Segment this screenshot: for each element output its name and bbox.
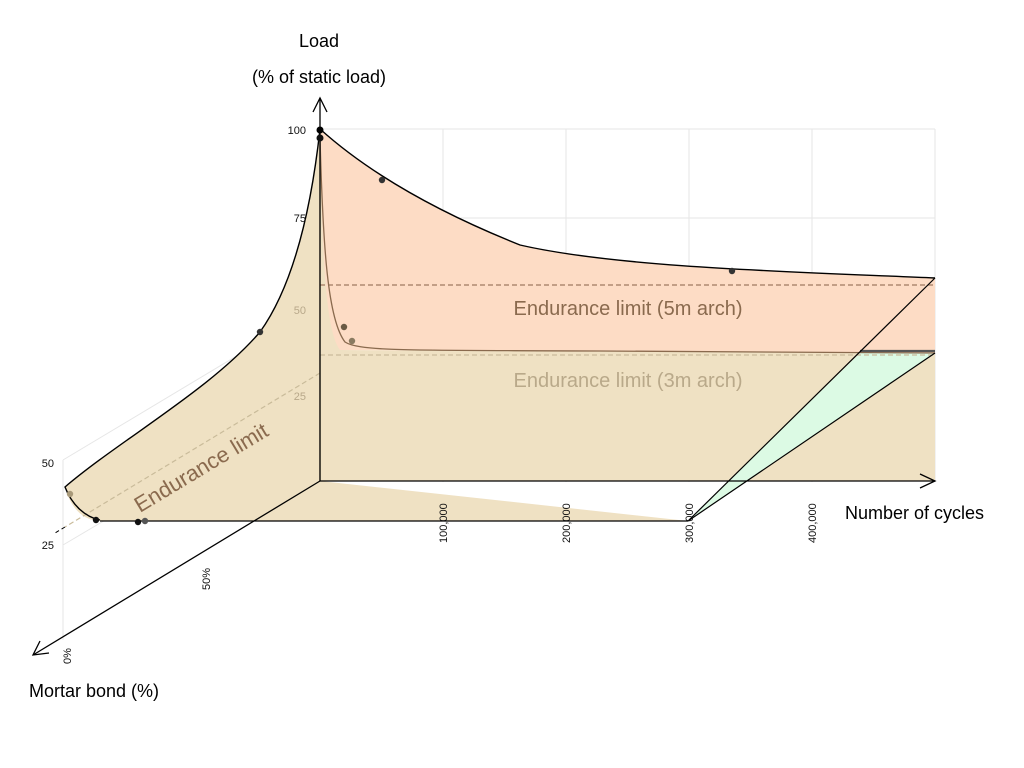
mortar-tick-label: 50%: [201, 568, 213, 590]
data-point: [340, 323, 348, 331]
edge-diag-lower: [687, 352, 936, 522]
vertical-tick-label: 50: [294, 305, 306, 317]
cycles-axis-title: Number of cycles: [845, 503, 984, 523]
side-tick-label: 25: [42, 540, 54, 552]
data-point: [66, 490, 74, 498]
curve-5m: [319, 128, 936, 279]
data-point: [256, 328, 264, 336]
mortar-axis-arrow: [31, 640, 50, 656]
surface-mortar: [65, 130, 688, 521]
cycles-axis-arrow: [919, 473, 937, 489]
data-point: [728, 267, 736, 275]
data-point: [141, 517, 149, 525]
vertical-tick-label: 100: [288, 125, 306, 137]
limit-3m-label: Endurance limit (3m arch): [514, 370, 743, 392]
data-point: [134, 518, 142, 526]
limit-mortar-line: [64, 372, 321, 528]
data-point: [316, 126, 324, 134]
cycles-tick-label: 200,000: [561, 503, 573, 543]
side-tick-label: 50: [42, 458, 54, 470]
vertical-tick-label: 75: [294, 213, 306, 225]
surface-3m: [320, 130, 935, 481]
vertical-axis-title: Load: [299, 31, 339, 51]
mortar-axis-title: Mortar bond (%): [29, 681, 159, 701]
cycles-tick-label: 400,000: [807, 503, 819, 543]
mortar-axis: [32, 480, 321, 656]
data-points: [66, 126, 736, 526]
mortar-tick-label: 0%: [62, 648, 74, 664]
vertical-tick-label: 25: [294, 391, 306, 403]
data-point: [348, 337, 356, 345]
data-point: [316, 134, 324, 142]
data-point: [92, 516, 100, 524]
cycles-tick-label: 300,000: [684, 503, 696, 543]
limit-mortar-line-ext: [54, 526, 66, 534]
vertical-axis-subtitle: (% of static load): [252, 67, 386, 87]
cycles-tick-label: 100,000: [438, 503, 450, 543]
data-point: [378, 176, 386, 184]
vertical-axis-arrow: [312, 96, 328, 113]
surface-5m: [320, 130, 935, 353]
curve-3m: [319, 136, 936, 354]
limit-5m-label: Endurance limit (5m arch): [514, 298, 743, 320]
axes: [31, 96, 937, 656]
